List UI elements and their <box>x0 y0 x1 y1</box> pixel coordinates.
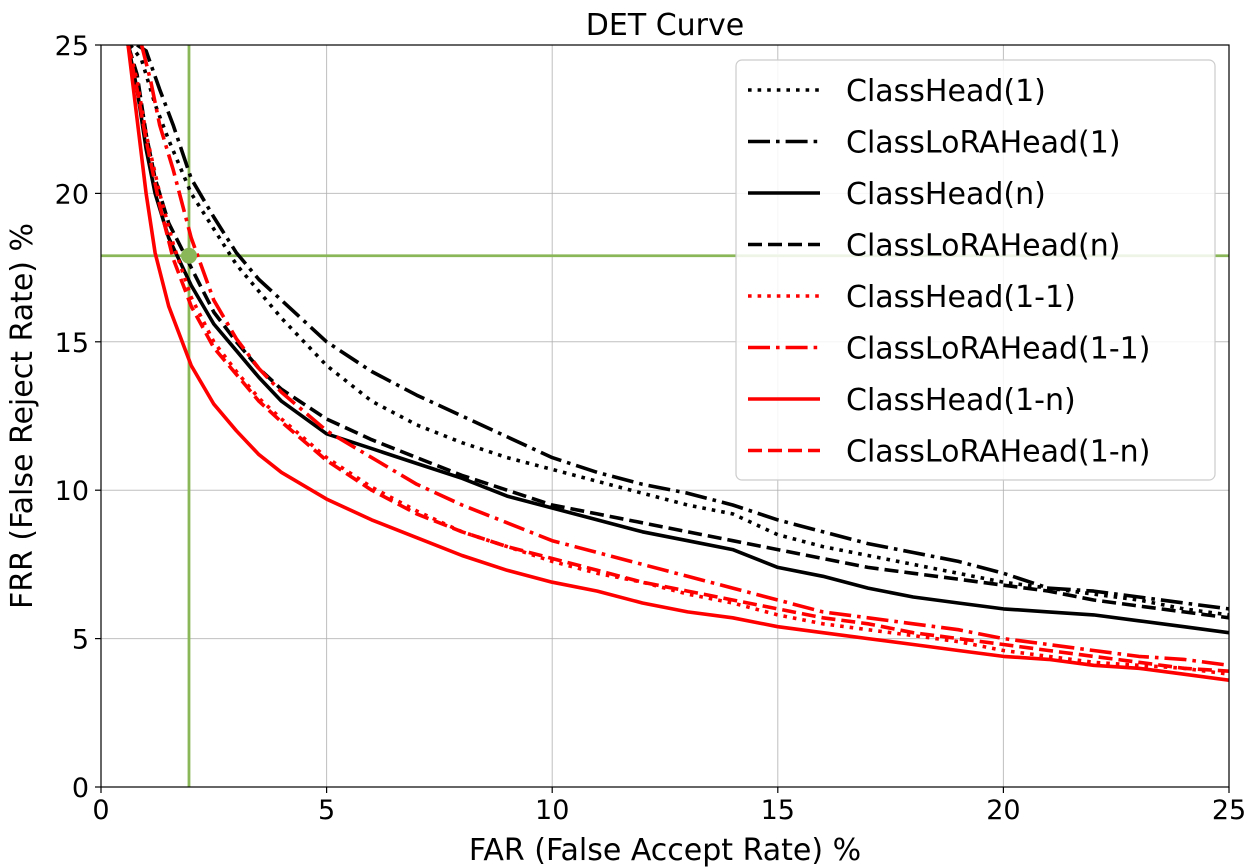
y-tick-label: 20 <box>55 179 89 210</box>
legend-label: ClassHead(1) <box>846 74 1046 109</box>
legend-label: ClassHead(1-n) <box>846 383 1076 418</box>
chart-title: DET Curve <box>586 8 744 43</box>
operating-point-dot <box>180 247 197 264</box>
series-line-3 <box>126 45 1229 620</box>
x-tick-label: 0 <box>92 795 109 826</box>
series-line-0 <box>128 45 1229 617</box>
series-line-2 <box>126 45 1229 635</box>
legend-label: ClassHead(1-1) <box>846 280 1076 315</box>
legend: ClassHead(1) ClassLoRAHead(1) ClassHead(n)… <box>735 59 1216 481</box>
plot-frame <box>100 44 1230 788</box>
series-lines <box>126 45 1229 682</box>
legend-label: ClassLoRAHead(1) <box>846 126 1121 161</box>
x-axis-label: FAR (False Accept Rate) % <box>469 833 861 868</box>
x-tick-label: 10 <box>535 795 569 826</box>
series-line-7 <box>126 45 1229 673</box>
y-tick-label: 0 <box>72 773 89 804</box>
series-line-6 <box>126 45 1229 682</box>
y-axis-label: FRR (False Reject Rate) % <box>5 223 40 609</box>
legend-label: ClassHead(n) <box>846 177 1046 212</box>
x-tick-label: 5 <box>318 795 335 826</box>
x-tick-label: 25 <box>1212 795 1246 826</box>
legend-label: ClassLoRAHead(1-1) <box>846 332 1150 367</box>
x-tick-label: 20 <box>986 795 1020 826</box>
series-line-4 <box>126 45 1229 676</box>
y-tick-label: 15 <box>55 328 89 359</box>
series-line-5 <box>139 45 1229 668</box>
y-axis-ticks: 0 5 10 15 20 25 <box>55 31 101 804</box>
y-tick-label: 10 <box>55 476 89 507</box>
y-tick-label: 25 <box>55 31 89 62</box>
x-axis-ticks: 0 5 10 15 20 25 <box>92 787 1246 826</box>
operating-point-marker <box>180 247 197 264</box>
x-tick-label: 15 <box>761 795 795 826</box>
legend-box <box>735 59 1216 481</box>
legend-label: ClassLoRAHead(1-n) <box>846 435 1150 470</box>
y-tick-label: 5 <box>72 625 89 656</box>
legend-label: ClassLoRAHead(n) <box>846 229 1120 264</box>
